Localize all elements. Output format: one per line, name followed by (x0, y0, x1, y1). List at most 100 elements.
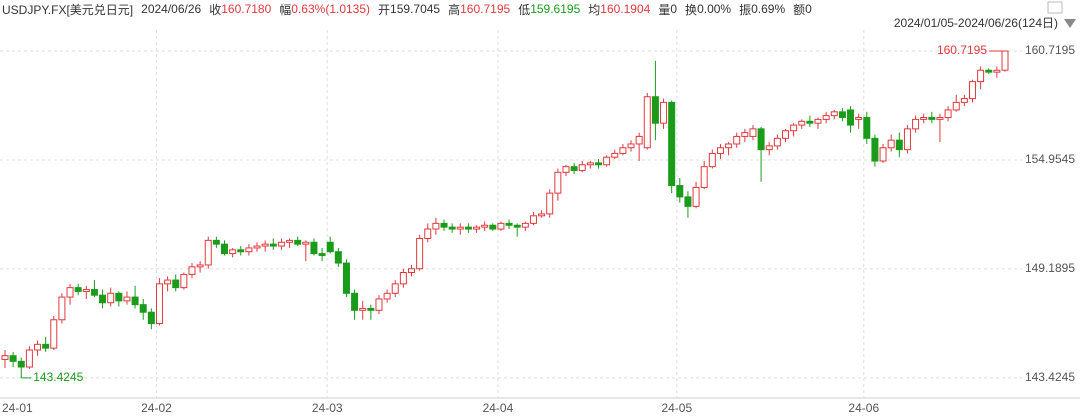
candle-body (164, 279, 172, 285)
candle-body (570, 166, 578, 171)
candle-body (25, 349, 33, 368)
candle-body (830, 111, 838, 117)
label: 幅 (279, 2, 292, 17)
candle-body (139, 304, 147, 313)
candle-body (115, 292, 123, 302)
candle-body (594, 162, 602, 166)
candle-body (464, 226, 472, 230)
candle-body (505, 222, 513, 226)
label: 开 (378, 2, 391, 17)
candle-body (82, 289, 90, 292)
candle-body (1001, 50, 1009, 71)
symbol: USDJPY.FX[美元兑日元] (2, 2, 134, 17)
candle-body (741, 132, 749, 137)
y-tick-label: 149.1895 (1025, 261, 1075, 275)
candle-body (261, 243, 269, 247)
candle-body (342, 262, 350, 294)
y-tick-label: 154.9545 (1025, 152, 1075, 166)
label: 均 (588, 2, 601, 17)
candle-body (668, 101, 676, 187)
candle-body (903, 128, 911, 151)
candle-body (318, 253, 326, 257)
candle-body (798, 120, 806, 126)
swing: 0.69% (751, 2, 786, 16)
candle-body (408, 268, 416, 274)
candle-body (554, 171, 562, 194)
candle-body (456, 226, 464, 230)
candle-body (302, 241, 310, 245)
candle-body (895, 139, 903, 151)
candle-body (676, 185, 684, 198)
open: 159.7045 (390, 2, 441, 16)
settings-icon[interactable] (1047, 1, 1063, 14)
candle-body (294, 239, 302, 245)
turnover: 0.00% (697, 2, 732, 16)
candle-body (334, 251, 342, 264)
x-tick-label: 24-04 (483, 401, 514, 415)
amount: 0 (805, 2, 812, 16)
label: 振 (739, 2, 752, 17)
candle-body (383, 292, 391, 300)
candle-body (245, 247, 253, 253)
candle-body (912, 118, 920, 130)
candle-body (936, 117, 944, 120)
range-label[interactable]: 2024/01/05-2024/06/26(124日) (894, 16, 1058, 30)
candle-body (42, 343, 50, 349)
range-dropdown[interactable] (1064, 19, 1076, 28)
candle-body (814, 118, 822, 124)
candle-body (611, 152, 619, 158)
candle-body (375, 298, 383, 311)
candle-body (9, 355, 17, 362)
candle-body (708, 152, 716, 168)
candle-body (993, 69, 1001, 73)
candle-body (50, 319, 58, 349)
candle-body (977, 69, 985, 83)
date: 2024/06/26 (141, 2, 202, 16)
candle-body (172, 279, 180, 289)
candle-body (424, 228, 432, 239)
candle-body (123, 296, 131, 302)
candle-body (635, 135, 643, 145)
candle-body (700, 166, 708, 188)
candle-body (887, 139, 895, 149)
candle-body (538, 213, 546, 217)
candle-body (847, 109, 855, 126)
candle-body (497, 222, 505, 230)
candle-body (521, 222, 529, 228)
candle-body (155, 283, 163, 325)
candle-body (253, 245, 261, 249)
candle-body (562, 166, 570, 173)
max-label: 160.7195 (937, 43, 987, 57)
candle-body (351, 292, 359, 311)
close: 160.7180 (221, 2, 272, 16)
candle-body (448, 226, 456, 230)
candle-body (34, 343, 42, 351)
candle-body (733, 135, 741, 145)
candle-body (269, 243, 277, 247)
candle-body (619, 147, 627, 154)
candle-body (58, 296, 66, 321)
candle-body (310, 241, 318, 255)
candle-body (107, 292, 115, 304)
candle-body (806, 120, 814, 124)
candle-body (66, 287, 74, 298)
candle-body (603, 156, 611, 166)
candle-body (277, 241, 285, 247)
candle-body (985, 69, 993, 73)
high: 160.7195 (460, 2, 511, 16)
candle-body (822, 115, 830, 120)
candle-body (928, 117, 936, 120)
candle-body (855, 117, 863, 120)
label: 高 (448, 2, 461, 17)
candle-body (960, 98, 968, 103)
candle-body (74, 287, 82, 292)
candle-body (838, 111, 846, 119)
min-label: 143.4245 (33, 370, 83, 384)
candle-body (749, 128, 757, 137)
candle-body (99, 294, 107, 304)
candle-body (188, 266, 196, 275)
candle-body (757, 128, 765, 151)
